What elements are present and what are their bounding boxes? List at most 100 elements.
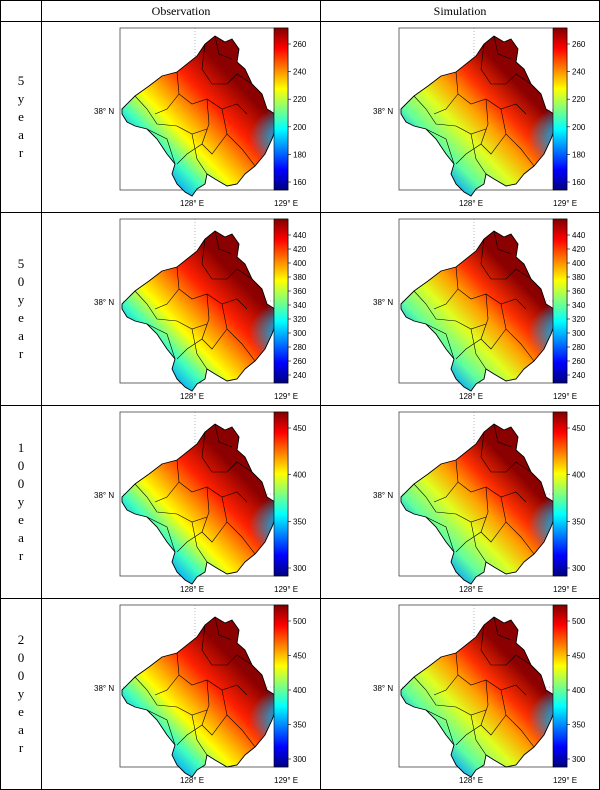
colorbar-tick-label: 400 — [293, 471, 307, 480]
observation-map-100-year: 38° N 128° E 129° E 450 400 350 300 — [41, 405, 321, 599]
region-outline — [121, 423, 278, 585]
basin-boundary — [413, 483, 487, 523]
basin-boundary — [493, 616, 512, 641]
basin-boundary — [236, 654, 253, 666]
lat-label: 38° N — [373, 298, 393, 307]
row-label-200-year: 200 year — [0, 598, 42, 790]
basin-boundary — [191, 521, 208, 563]
lat-label: 38° N — [373, 684, 393, 693]
lon-label-128: 128° E — [459, 392, 483, 401]
lat-label: 38° N — [94, 298, 114, 307]
basin-boundary — [470, 521, 487, 563]
basin-boundary — [201, 431, 238, 473]
lon-label-129: 129° E — [274, 585, 298, 594]
basin-boundary — [146, 709, 176, 746]
colorbar-tick-label: 280 — [293, 343, 307, 352]
colorbar-tick-label: 300 — [572, 329, 586, 338]
colorbar-tick-label: 240 — [572, 68, 586, 77]
observation-header: Observation — [41, 0, 321, 22]
basin-boundary — [214, 35, 233, 60]
basin-boundary — [201, 328, 228, 350]
colorbar-tick-label: 400 — [293, 686, 307, 695]
lon-label-128: 128° E — [459, 776, 483, 785]
basin-boundary — [425, 323, 455, 360]
basin-boundary — [470, 328, 487, 370]
lon-label-129: 129° E — [553, 585, 577, 594]
basin-boundary — [425, 709, 455, 746]
colorbar-tick-label: 260 — [572, 40, 586, 49]
region-outline — [400, 616, 557, 778]
colorbar-tick-label: 340 — [293, 301, 307, 310]
colorbar — [273, 604, 289, 768]
colorbar-tick-label: 450 — [572, 652, 586, 661]
colorbar-tick-label: 240 — [293, 371, 307, 380]
basin-boundary — [221, 303, 256, 362]
colorbar-tick-label: 350 — [293, 517, 307, 526]
colorbar-tick-label: 440 — [293, 231, 307, 240]
basin-boundary — [500, 689, 535, 748]
basin-boundary — [134, 483, 208, 523]
colorbar-tick-label: 400 — [293, 259, 307, 268]
basin-boundary — [191, 714, 208, 756]
basin-boundary — [201, 43, 238, 85]
basin-boundary — [154, 288, 180, 310]
basin-boundary — [214, 230, 233, 255]
row-label-100-year: 100 year — [0, 405, 42, 599]
colorbar-tick-label: 450 — [293, 424, 307, 433]
basin-boundary — [425, 128, 455, 165]
lon-label-129: 129° E — [274, 199, 298, 208]
basin-boundary — [146, 128, 176, 165]
basin-boundary — [236, 268, 253, 280]
basin-boundary — [480, 624, 517, 666]
colorbar-tick-label: 400 — [572, 686, 586, 695]
colorbar-tick-label: 260 — [293, 357, 307, 366]
colorbar-tick-label: 380 — [572, 273, 586, 282]
colorbar — [273, 411, 289, 577]
colorbar-tick-label: 180 — [572, 150, 586, 159]
colorbar-tick-label: 380 — [293, 273, 307, 282]
basin-boundary — [221, 689, 256, 748]
colorbar-tick-label: 350 — [293, 721, 307, 730]
basin-boundary — [480, 133, 507, 155]
basin-boundary — [425, 516, 455, 553]
basin-boundary — [154, 481, 180, 503]
colorbar-tick-label: 300 — [293, 755, 307, 764]
observation-map-5-year: 38° N 128° E 129° E 260 240 220 200 180 160 — [41, 21, 321, 213]
lon-label-129: 129° E — [274, 392, 298, 401]
colorbar-tick-label: 320 — [293, 315, 307, 324]
colorbar-tick-label: 350 — [572, 517, 586, 526]
basin-boundary — [201, 624, 238, 666]
basin-boundary — [134, 290, 208, 330]
colorbar-tick-label: 240 — [293, 68, 307, 77]
basin-boundary — [236, 461, 253, 473]
basin-boundary — [515, 654, 532, 666]
colorbar-tick-label: 360 — [293, 287, 307, 296]
lon-label-128: 128° E — [180, 392, 204, 401]
colorbar-tick-label: 320 — [572, 315, 586, 324]
lon-label-128: 128° E — [180, 199, 204, 208]
colorbar — [552, 218, 568, 384]
colorbar-tick-label: 260 — [572, 357, 586, 366]
lat-label: 38° N — [94, 107, 114, 116]
basin-boundary — [480, 521, 507, 543]
basin-boundary — [221, 108, 256, 167]
basin-boundary — [500, 303, 535, 362]
simulation-map-50-year: 38° N 128° E 129° E 440 420 400 380 360 340 320 30… — [320, 212, 600, 406]
lon-label-128: 128° E — [180, 776, 204, 785]
lat-label: 38° N — [373, 107, 393, 116]
basin-boundary — [480, 431, 517, 473]
basin-boundary — [433, 481, 459, 503]
basin-boundary — [480, 43, 517, 85]
basin-boundary — [493, 230, 512, 255]
basin-boundary — [480, 714, 507, 736]
colorbar-tick-label: 280 — [572, 343, 586, 352]
basin-boundary — [470, 714, 487, 756]
basin-boundary — [154, 674, 180, 696]
colorbar-tick-label: 180 — [293, 150, 307, 159]
colorbar-tick-label: 300 — [572, 755, 586, 764]
colorbar-tick-label: 500 — [572, 617, 586, 626]
basin-boundary — [515, 461, 532, 473]
colorbar-tick-label: 300 — [293, 329, 307, 338]
basin-boundary — [146, 516, 176, 553]
